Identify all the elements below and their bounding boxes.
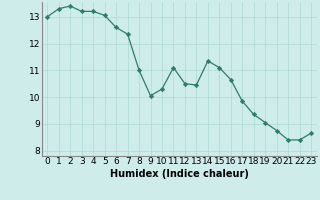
- X-axis label: Humidex (Indice chaleur): Humidex (Indice chaleur): [110, 169, 249, 179]
